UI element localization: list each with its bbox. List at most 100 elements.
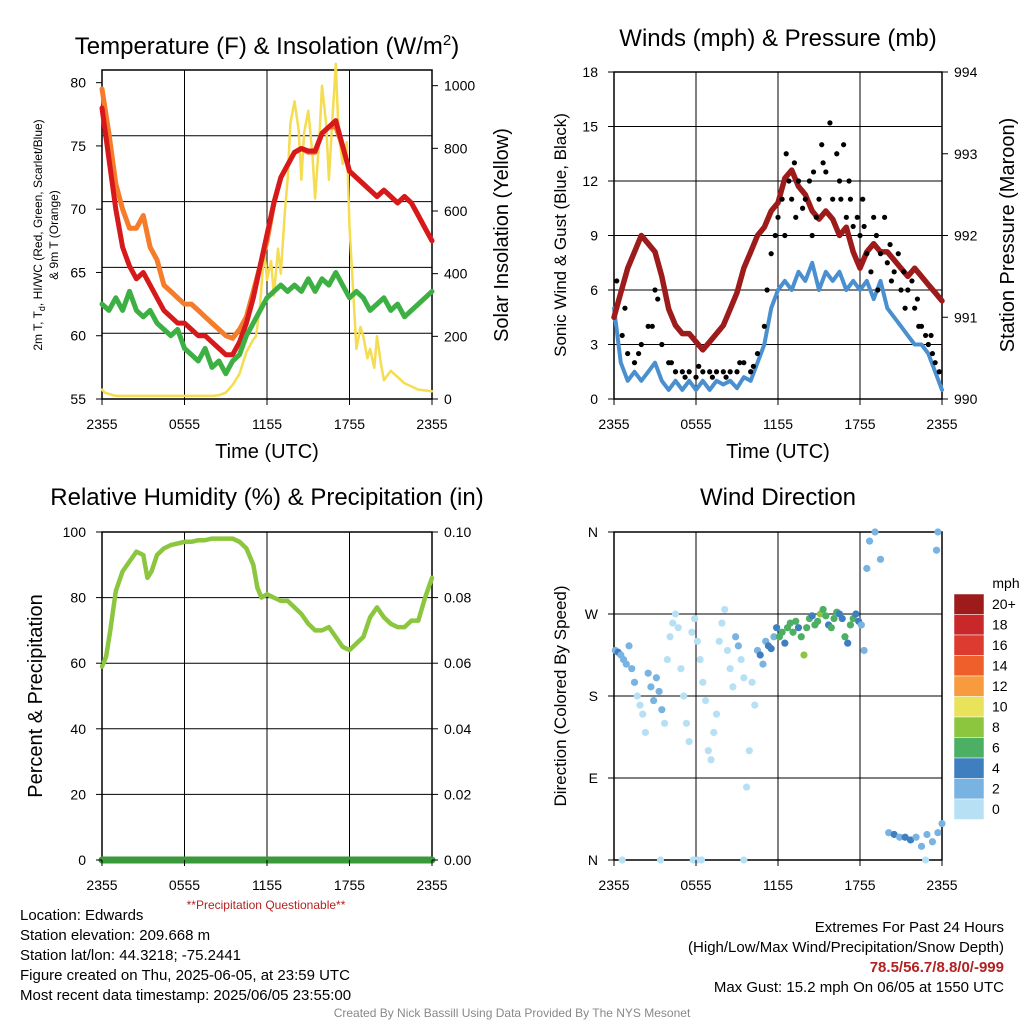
wind-direction-point <box>885 829 893 837</box>
wind-direction-point <box>674 624 682 632</box>
wind-direction-point <box>704 747 712 755</box>
gust-point <box>854 214 860 220</box>
wind-direction-point <box>622 660 630 668</box>
max-gust: Max Gust: 15.2 mph On 06/05 at 1550 UTC <box>713 979 1004 996</box>
wind-direction-point <box>630 678 639 686</box>
wind-direction-point <box>865 537 874 545</box>
y2-tick-label: 994 <box>954 64 978 80</box>
wind-direction-point <box>896 833 904 841</box>
gust-point <box>764 287 770 293</box>
wind-direction-point <box>841 633 849 641</box>
gust-point <box>898 287 904 293</box>
y-axis-label: Percent & Precipitation <box>25 594 47 797</box>
y2-tick-label: 0.02 <box>444 786 471 802</box>
gust-point <box>741 360 747 366</box>
gust-point <box>847 196 854 202</box>
wind-direction-point <box>652 674 660 682</box>
wind-direction-point <box>789 628 797 636</box>
gust-point <box>912 305 918 311</box>
gust-point <box>748 369 754 375</box>
wind-direction-point <box>808 612 816 620</box>
y-tick-label: 0 <box>78 852 86 868</box>
x-axis-label: Time (UTC) <box>215 441 319 463</box>
x-tick-label: 2355 <box>86 877 117 893</box>
gust-point <box>827 120 833 126</box>
wind-direction-point <box>797 633 805 641</box>
gust-point <box>672 369 679 375</box>
wind-direction-point <box>721 605 729 614</box>
wind-direction-point <box>707 756 715 764</box>
x-tick-label: 2355 <box>416 416 447 432</box>
station-latlon: Station lat/lon: 44.3218; -75.2441 <box>20 947 242 964</box>
y-tick-label: 0 <box>590 391 598 407</box>
gust-point <box>925 341 931 348</box>
wind-direction-point <box>748 678 756 686</box>
y-tick-label: S <box>589 688 598 704</box>
x-tick-label: 1755 <box>334 416 365 432</box>
x-tick-label: 1755 <box>844 416 875 432</box>
wind-direction-point <box>737 655 745 664</box>
gust-point <box>789 196 795 202</box>
y-tick-label: 6 <box>590 282 598 298</box>
gust-point <box>895 251 901 257</box>
title-superscript: 2 <box>443 32 451 49</box>
gust-point <box>838 196 844 202</box>
y2-tick-label: 0.04 <box>444 721 471 737</box>
y-tick-label: N <box>588 524 598 540</box>
gust-point <box>843 214 849 220</box>
panel-2-frame <box>101 531 433 861</box>
y-tick-label: 18 <box>582 64 598 80</box>
wind-direction-point <box>938 819 946 828</box>
chart-title: Relative Humidity (%) & Precipitation (i… <box>50 484 483 511</box>
x-tick-label: 1155 <box>252 416 282 432</box>
wind-direction-point <box>729 683 737 691</box>
legend-swatch <box>953 593 985 615</box>
x-tick-label: 1155 <box>763 877 793 893</box>
dewpoint-line <box>99 270 435 377</box>
gust-point <box>816 196 822 202</box>
wind-direction-point <box>639 710 647 718</box>
credit-line: Created By Nick Bassill Using Data Provi… <box>333 1006 691 1020</box>
gust-point <box>936 369 942 375</box>
wind-direction-point <box>691 614 699 623</box>
y2-tick-label: 992 <box>954 228 978 244</box>
solar-insolation-line <box>100 62 434 398</box>
wind-direction-point <box>655 687 663 696</box>
gust-point <box>823 169 829 175</box>
wind-direction-point <box>633 692 641 700</box>
gust-point <box>882 214 888 220</box>
wind-direction-point <box>901 833 909 841</box>
wind-direction-point <box>688 628 696 636</box>
gust-point <box>857 232 863 239</box>
y-tick-label: 80 <box>70 590 86 606</box>
wind-direction-point <box>650 696 658 705</box>
gust-point <box>652 287 658 293</box>
gust-point <box>655 296 661 302</box>
legend-label: 16 <box>992 637 1008 653</box>
wind-direction-point <box>723 646 732 655</box>
y-axis-label: Sonic Wind & Gust (Blue, Black) <box>551 113 570 357</box>
wind-direction-point <box>917 842 926 850</box>
y-tick-label: 100 <box>63 524 87 540</box>
gust-point <box>631 360 638 366</box>
y-tick-label: 60 <box>70 655 86 671</box>
wind-direction-point <box>712 710 721 718</box>
y2-tick-label: 400 <box>444 266 468 282</box>
x-axis-label: Time (UTC) <box>726 441 830 463</box>
wind-direction-point <box>693 637 701 645</box>
gust-point <box>737 360 743 366</box>
wind-direction-point <box>734 642 742 650</box>
wind-direction-point <box>819 605 827 614</box>
x-tick-label: 2355 <box>416 877 447 893</box>
wind-direction-point <box>677 665 685 673</box>
wind-direction-point <box>846 621 855 629</box>
chart-title: Wind Direction <box>700 484 856 511</box>
legend-label: 12 <box>992 678 1008 694</box>
wind-direction-point <box>641 728 650 737</box>
wind-direction-point <box>644 669 652 677</box>
wind-direction-point <box>666 633 674 641</box>
wind-direction-point <box>663 655 671 664</box>
x-tick-label: 2355 <box>86 416 117 432</box>
recent-timestamp: Most recent data timestamp: 2025/06/05 2… <box>20 987 352 1004</box>
